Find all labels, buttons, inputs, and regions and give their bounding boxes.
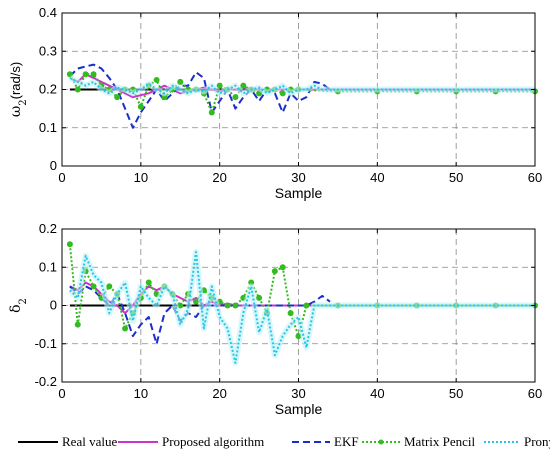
data-point-matrix-pencil [232, 302, 239, 309]
legend-label: Prony [524, 434, 550, 449]
legend-label: Proposed algorithm [162, 434, 264, 449]
data-point-matrix-pencil [279, 90, 286, 97]
data-point-matrix-pencil [106, 283, 113, 290]
data-point-matrix-pencil [287, 310, 294, 317]
x-axis-label: Sample [275, 185, 323, 201]
chart-panel-1: 0 10 20 30 40 50 60 0 0.1 0.2 0.3 0.4 Sample ω2(rad/s… [8, 5, 542, 201]
data-point-matrix-pencil [74, 86, 81, 93]
x-tick-label: 0 [58, 170, 65, 185]
data-point-matrix-pencil [208, 109, 215, 116]
x-tick-label: 40 [370, 386, 384, 401]
y-axis-label-subscript: 2 [18, 298, 29, 304]
x-tick-label: 30 [291, 386, 305, 401]
data-point-matrix-pencil [90, 283, 97, 290]
data-point-matrix-pencil [216, 82, 223, 89]
x-tick-label: 10 [134, 386, 148, 401]
x-tick-label: 40 [370, 170, 384, 185]
data-point-matrix-pencil [90, 71, 97, 78]
data-point-matrix-pencil [303, 302, 310, 309]
legend-label: Matrix Pencil [404, 434, 476, 449]
data-point-matrix-pencil [224, 302, 231, 309]
y-axis-label-symbol: ω [8, 106, 24, 117]
y-axis-label-unit: (rad/s) [8, 62, 23, 100]
x-axis-label: Sample [275, 401, 323, 417]
series-prony-band [68, 75, 535, 97]
legend-label: EKF [334, 434, 359, 449]
data-point-matrix-pencil [153, 76, 160, 83]
data-point-matrix-pencil [177, 78, 184, 85]
x-tick-label: 10 [134, 170, 148, 185]
data-point-matrix-pencil [271, 268, 278, 275]
x-tick-label: 60 [528, 170, 542, 185]
series-line-prony [69, 251, 535, 364]
data-point-matrix-pencil [279, 264, 286, 271]
data-point-matrix-pencil [137, 103, 144, 110]
y-tick-label: -0.2 [35, 374, 57, 389]
data-point-matrix-pencil [82, 71, 89, 78]
data-point-matrix-pencil [193, 298, 200, 305]
x-tick-label: 0 [58, 386, 65, 401]
y-tick-label: 0 [50, 298, 57, 313]
x-tick-label: 50 [449, 170, 463, 185]
data-point-matrix-pencil [114, 94, 121, 101]
y-axis-label: δ2 [8, 298, 29, 313]
y-tick-label: 0.3 [39, 43, 57, 58]
y-axis-label: ω2(rad/s) [8, 62, 29, 117]
x-tick-label: 60 [528, 386, 542, 401]
x-tick-label: 30 [291, 170, 305, 185]
legend: Real value Proposed algorithm EKF Matrix Pe… [18, 434, 550, 449]
y-tick-label: 0.4 [39, 5, 57, 20]
x-tick-label: 20 [212, 170, 226, 185]
y-axis-label-symbol: δ [8, 304, 24, 312]
data-point-matrix-pencil [145, 279, 152, 286]
data-point-matrix-pencil [256, 294, 263, 301]
data-point-matrix-pencil [74, 321, 81, 328]
chart-panel-2: 0 10 20 30 40 50 60 -0.2 -0.1 0 0.1 0.2 Sample δ2 [8, 221, 542, 417]
y-tick-label: 0.1 [39, 259, 57, 274]
data-point-matrix-pencil [232, 94, 239, 101]
y-tick-label: 0.1 [39, 120, 57, 135]
series-line-ekf [69, 63, 331, 129]
y-tick-label: -0.1 [35, 336, 57, 351]
y-tick-label: 0.2 [39, 82, 57, 97]
y-tick-label: 0 [50, 158, 57, 173]
data-point-matrix-pencil [122, 325, 129, 332]
x-tick-label: 50 [449, 386, 463, 401]
data-point-matrix-pencil [66, 241, 73, 248]
y-tick-label: 0.2 [39, 221, 57, 236]
series-line-matrix-pencil [69, 73, 535, 114]
y-axis-label-subscript: 2 [18, 99, 29, 105]
x-tick-label: 20 [212, 386, 226, 401]
data-point-matrix-pencil [240, 82, 247, 89]
legend-marker [378, 439, 384, 445]
legend-label: Real value [62, 434, 117, 449]
